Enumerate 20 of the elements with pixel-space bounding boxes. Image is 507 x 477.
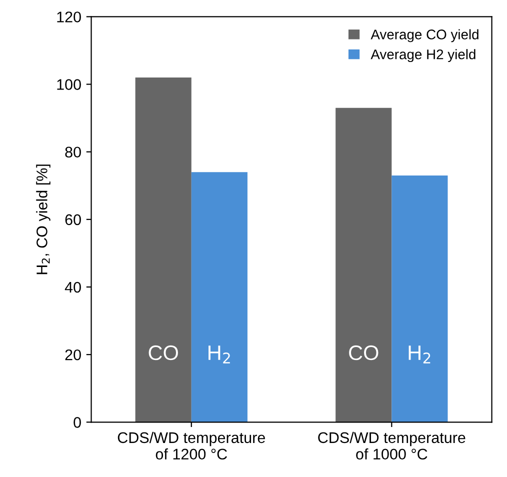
annotation: CO [349,345,378,360]
y-tick-label: 60 [65,214,81,226]
y-tick-label: 40 [64,282,81,293]
x-tick-label: CDS/WD temperature of 1200 °C [118,432,265,460]
legend-label: Average CO yield [370,29,478,42]
annotation: H$_{2}$ [408,346,430,364]
annotation: CO [148,345,178,360]
bar [191,172,248,422]
bar [336,108,392,422]
bar [135,78,192,422]
y-tick-label: 100 [57,79,81,90]
y-tick-label: 20 [65,349,81,360]
legend-label: Average H2 yield [370,49,476,62]
x-tick-label: CDS/WD temperature of 1000 °C [318,432,466,460]
bar [392,175,448,422]
y-tick-label: 80 [65,146,81,158]
y-axis-title: H$_{2}$, CO yield [%] [36,164,50,274]
y-tick-label: 0 [74,417,81,428]
annotation: H$_{2}$ [208,346,230,364]
y-tick-label: 120 [57,12,81,22]
